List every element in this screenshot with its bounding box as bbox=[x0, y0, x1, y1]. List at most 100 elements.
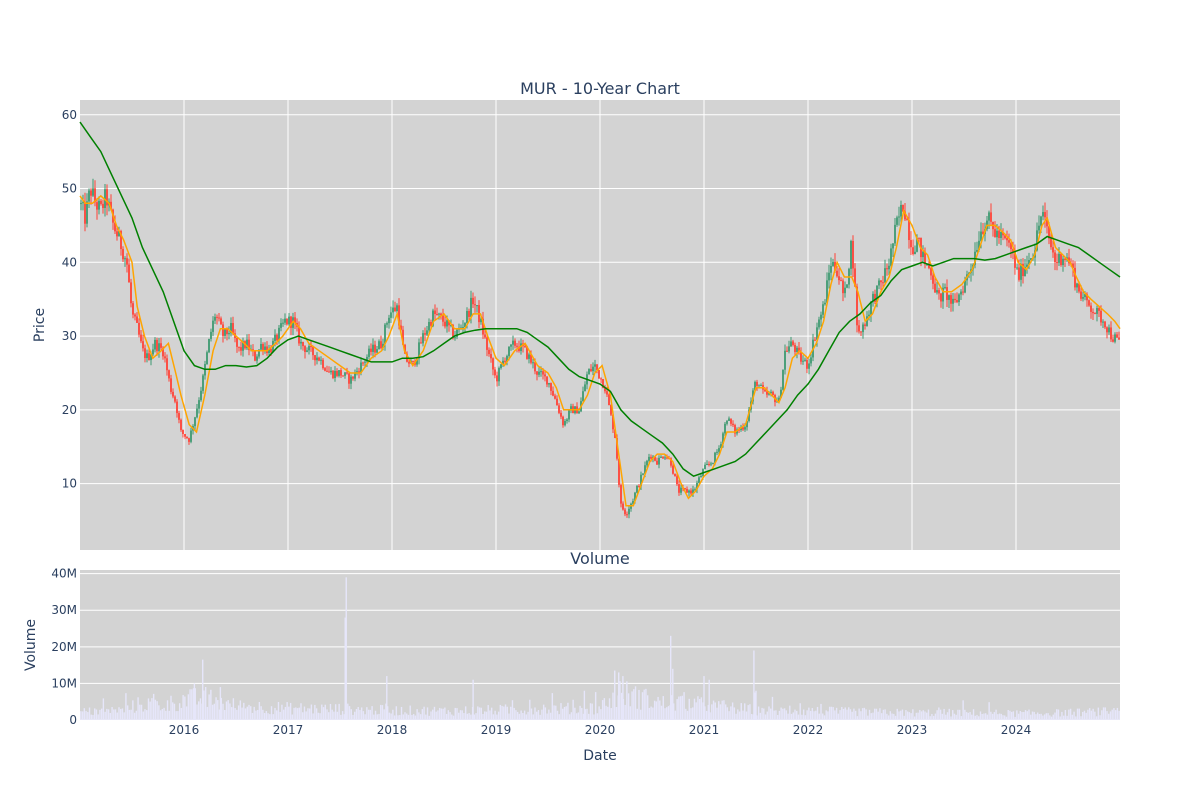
candle-body bbox=[1090, 305, 1092, 312]
volume-bar bbox=[397, 715, 399, 720]
candle-body bbox=[1102, 321, 1104, 323]
candle-body bbox=[728, 418, 730, 421]
volume-bar bbox=[1004, 715, 1006, 720]
volume-bar bbox=[900, 710, 902, 720]
volume-bar bbox=[794, 709, 796, 720]
volume-bar bbox=[331, 709, 333, 720]
volume-bar bbox=[416, 709, 418, 720]
candle-body bbox=[780, 389, 782, 398]
volume-bar bbox=[503, 706, 505, 720]
volume-bar bbox=[152, 693, 155, 720]
volume-bar bbox=[967, 712, 970, 720]
candle-body bbox=[950, 295, 952, 304]
candle-body bbox=[872, 293, 874, 302]
candle-body bbox=[230, 323, 232, 334]
volume-bar bbox=[447, 710, 450, 720]
candle-body bbox=[1072, 263, 1074, 268]
volume-bar bbox=[903, 715, 905, 720]
volume-bar bbox=[175, 711, 177, 720]
volume-bar bbox=[1071, 714, 1074, 720]
volume-bar bbox=[314, 704, 316, 720]
volume-bar bbox=[745, 711, 748, 720]
candle-body bbox=[708, 463, 710, 465]
volume-bar bbox=[707, 704, 710, 720]
volume-bar bbox=[364, 714, 366, 720]
volume-bar bbox=[645, 688, 647, 720]
volume-bar bbox=[612, 692, 614, 720]
volume-bar bbox=[172, 702, 174, 720]
volume-bar bbox=[683, 692, 685, 720]
candle-body bbox=[106, 189, 108, 206]
candle-body bbox=[1100, 310, 1102, 323]
candle-body bbox=[818, 319, 820, 328]
volume-bar bbox=[882, 709, 885, 720]
volume-bar bbox=[601, 700, 604, 720]
volume-bar bbox=[589, 703, 592, 720]
volume-bar bbox=[633, 689, 635, 720]
volume-bar bbox=[496, 714, 498, 720]
volume-bar bbox=[846, 709, 848, 720]
volume-bar bbox=[360, 707, 363, 720]
volume-bar bbox=[548, 709, 550, 720]
candle-body bbox=[178, 413, 180, 420]
candle-body bbox=[1042, 212, 1044, 217]
candle-body bbox=[400, 325, 402, 330]
candle-body bbox=[388, 317, 390, 324]
volume-bar bbox=[421, 709, 424, 720]
volume-bar bbox=[376, 714, 378, 720]
candle-body bbox=[722, 433, 724, 445]
candle-body bbox=[356, 371, 358, 373]
volume-bar bbox=[497, 711, 500, 720]
candle-body bbox=[1020, 263, 1022, 280]
volume-bar bbox=[943, 708, 945, 720]
candle-body bbox=[952, 298, 954, 304]
volume-bar bbox=[946, 712, 949, 720]
volume-bar bbox=[744, 703, 746, 720]
volume-bar bbox=[837, 713, 840, 720]
volume-bar bbox=[1030, 714, 1032, 720]
candle-body bbox=[160, 343, 162, 348]
candle-body bbox=[506, 355, 508, 362]
volume-bar bbox=[983, 713, 985, 720]
volume-bar bbox=[237, 705, 240, 720]
candle-body bbox=[646, 460, 648, 466]
candle-body bbox=[392, 307, 394, 313]
short-moving-average-line bbox=[79, 194, 1121, 507]
candle-body bbox=[528, 354, 530, 359]
candle-body bbox=[550, 383, 552, 391]
candle-body bbox=[688, 490, 690, 493]
candle-body bbox=[834, 261, 836, 271]
volume-bar bbox=[156, 701, 158, 720]
volume-bar bbox=[955, 714, 957, 720]
volume-bar bbox=[411, 714, 413, 720]
candle-body bbox=[524, 346, 526, 348]
volume-bar bbox=[85, 710, 87, 720]
candle-body bbox=[640, 474, 642, 487]
candle-body bbox=[794, 344, 796, 352]
volume-bar bbox=[730, 706, 732, 720]
volume-bar bbox=[300, 703, 302, 720]
volume-bar bbox=[1090, 710, 1093, 720]
volume-bar bbox=[1113, 708, 1115, 720]
volume-bar bbox=[692, 707, 694, 720]
volume-bar bbox=[437, 710, 439, 720]
volume-bar bbox=[520, 710, 522, 720]
candle-body bbox=[164, 356, 166, 359]
price-y-tick-label: 10 bbox=[62, 477, 77, 491]
volume-bar bbox=[161, 708, 164, 720]
candle-body bbox=[988, 212, 990, 221]
volume-plot-area bbox=[80, 570, 1120, 720]
candle-body bbox=[614, 429, 616, 438]
candle-body bbox=[1104, 321, 1106, 328]
candle-body bbox=[822, 304, 824, 315]
volume-bar bbox=[215, 697, 217, 720]
candle-body bbox=[332, 370, 334, 378]
candle-body bbox=[416, 358, 418, 365]
volume-bar bbox=[894, 715, 897, 720]
volume-bar bbox=[251, 712, 254, 720]
volume-bar bbox=[1101, 710, 1103, 720]
volume-bar bbox=[991, 713, 994, 720]
volume-bar bbox=[880, 713, 883, 720]
volume-bar bbox=[560, 703, 562, 720]
